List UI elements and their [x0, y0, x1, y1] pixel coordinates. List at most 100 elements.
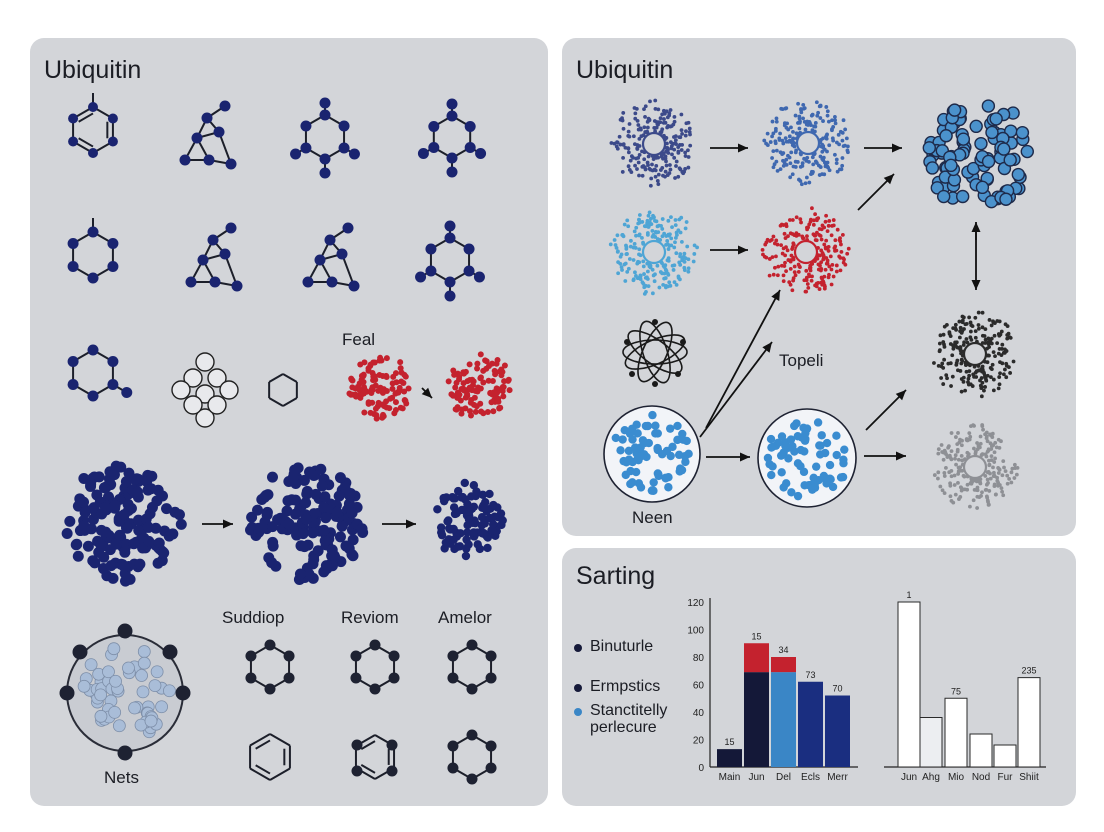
molecule [67, 218, 119, 284]
bar [944, 697, 968, 768]
particle [799, 108, 803, 112]
y-tick-label: 100 [687, 626, 704, 637]
particle [958, 495, 963, 499]
arrow [202, 519, 233, 529]
particle [642, 107, 646, 112]
particle [102, 665, 115, 679]
particle [975, 506, 980, 510]
particle [986, 470, 991, 474]
particle [772, 162, 777, 167]
core-ring [793, 239, 819, 265]
atom [88, 102, 98, 112]
particle [987, 345, 992, 349]
particle [664, 163, 669, 168]
particle [833, 121, 838, 126]
particle [813, 418, 823, 427]
particle [460, 369, 467, 376]
particle [840, 156, 845, 160]
particle [1005, 473, 1010, 478]
particle [163, 684, 176, 698]
particle [823, 160, 828, 165]
particle [609, 141, 614, 145]
particle [814, 100, 819, 105]
particle [778, 223, 783, 228]
particle [826, 223, 831, 228]
particle [1010, 466, 1015, 471]
particle [656, 182, 661, 187]
particle [938, 333, 943, 338]
particle [782, 123, 787, 128]
core-ring [962, 341, 988, 367]
particle [820, 448, 830, 458]
particle [634, 225, 639, 230]
nets-sphere [59, 623, 191, 761]
particle [790, 447, 799, 456]
particle [799, 182, 804, 187]
particle [686, 155, 691, 159]
atom [326, 276, 338, 288]
particle [957, 335, 962, 340]
loop [639, 320, 671, 384]
particle [501, 362, 508, 369]
particle [692, 252, 697, 256]
particle [142, 521, 154, 533]
particle [978, 481, 983, 486]
particle [787, 218, 792, 222]
arrow-head [771, 290, 780, 301]
particle [765, 237, 770, 242]
particle [819, 237, 824, 242]
atom [219, 380, 239, 400]
particle [658, 116, 663, 121]
particle [636, 259, 640, 264]
particle [813, 238, 818, 242]
particle [949, 449, 954, 454]
atom [464, 142, 476, 153]
arrow-head [406, 519, 416, 529]
particle [826, 249, 831, 253]
particle [614, 246, 619, 250]
particle [816, 441, 825, 450]
particle [433, 505, 442, 514]
particle [963, 388, 968, 393]
particle [784, 269, 788, 274]
particle [687, 126, 692, 131]
atom [245, 672, 257, 684]
particle [666, 258, 671, 263]
particle [283, 518, 295, 530]
particle [992, 460, 997, 464]
particle [619, 252, 624, 257]
arrow-head [883, 174, 894, 185]
particle [987, 462, 992, 467]
core-ring [962, 454, 988, 480]
particle [380, 411, 387, 418]
particle [807, 180, 812, 185]
bar [919, 717, 943, 768]
particle [495, 395, 502, 402]
particle [641, 264, 646, 269]
cell-circle [603, 405, 701, 503]
particle [120, 476, 132, 488]
particle [157, 490, 169, 502]
particle [360, 390, 367, 397]
double-bond [78, 137, 94, 148]
arrow [710, 143, 748, 153]
particle [942, 474, 947, 478]
particle [785, 248, 790, 253]
particle [827, 264, 832, 269]
particle [109, 674, 122, 688]
particle [963, 363, 968, 367]
y-tick-label: 80 [693, 653, 705, 664]
particle [956, 132, 971, 146]
particle [632, 241, 637, 246]
particle [641, 259, 646, 264]
particle [983, 474, 988, 478]
particle [657, 223, 661, 228]
particle [462, 394, 469, 401]
molecule [68, 93, 118, 158]
particle [955, 358, 960, 363]
particle [493, 360, 500, 367]
particle [990, 362, 995, 367]
particle [778, 150, 783, 155]
particle [462, 535, 471, 544]
particle [985, 449, 990, 454]
